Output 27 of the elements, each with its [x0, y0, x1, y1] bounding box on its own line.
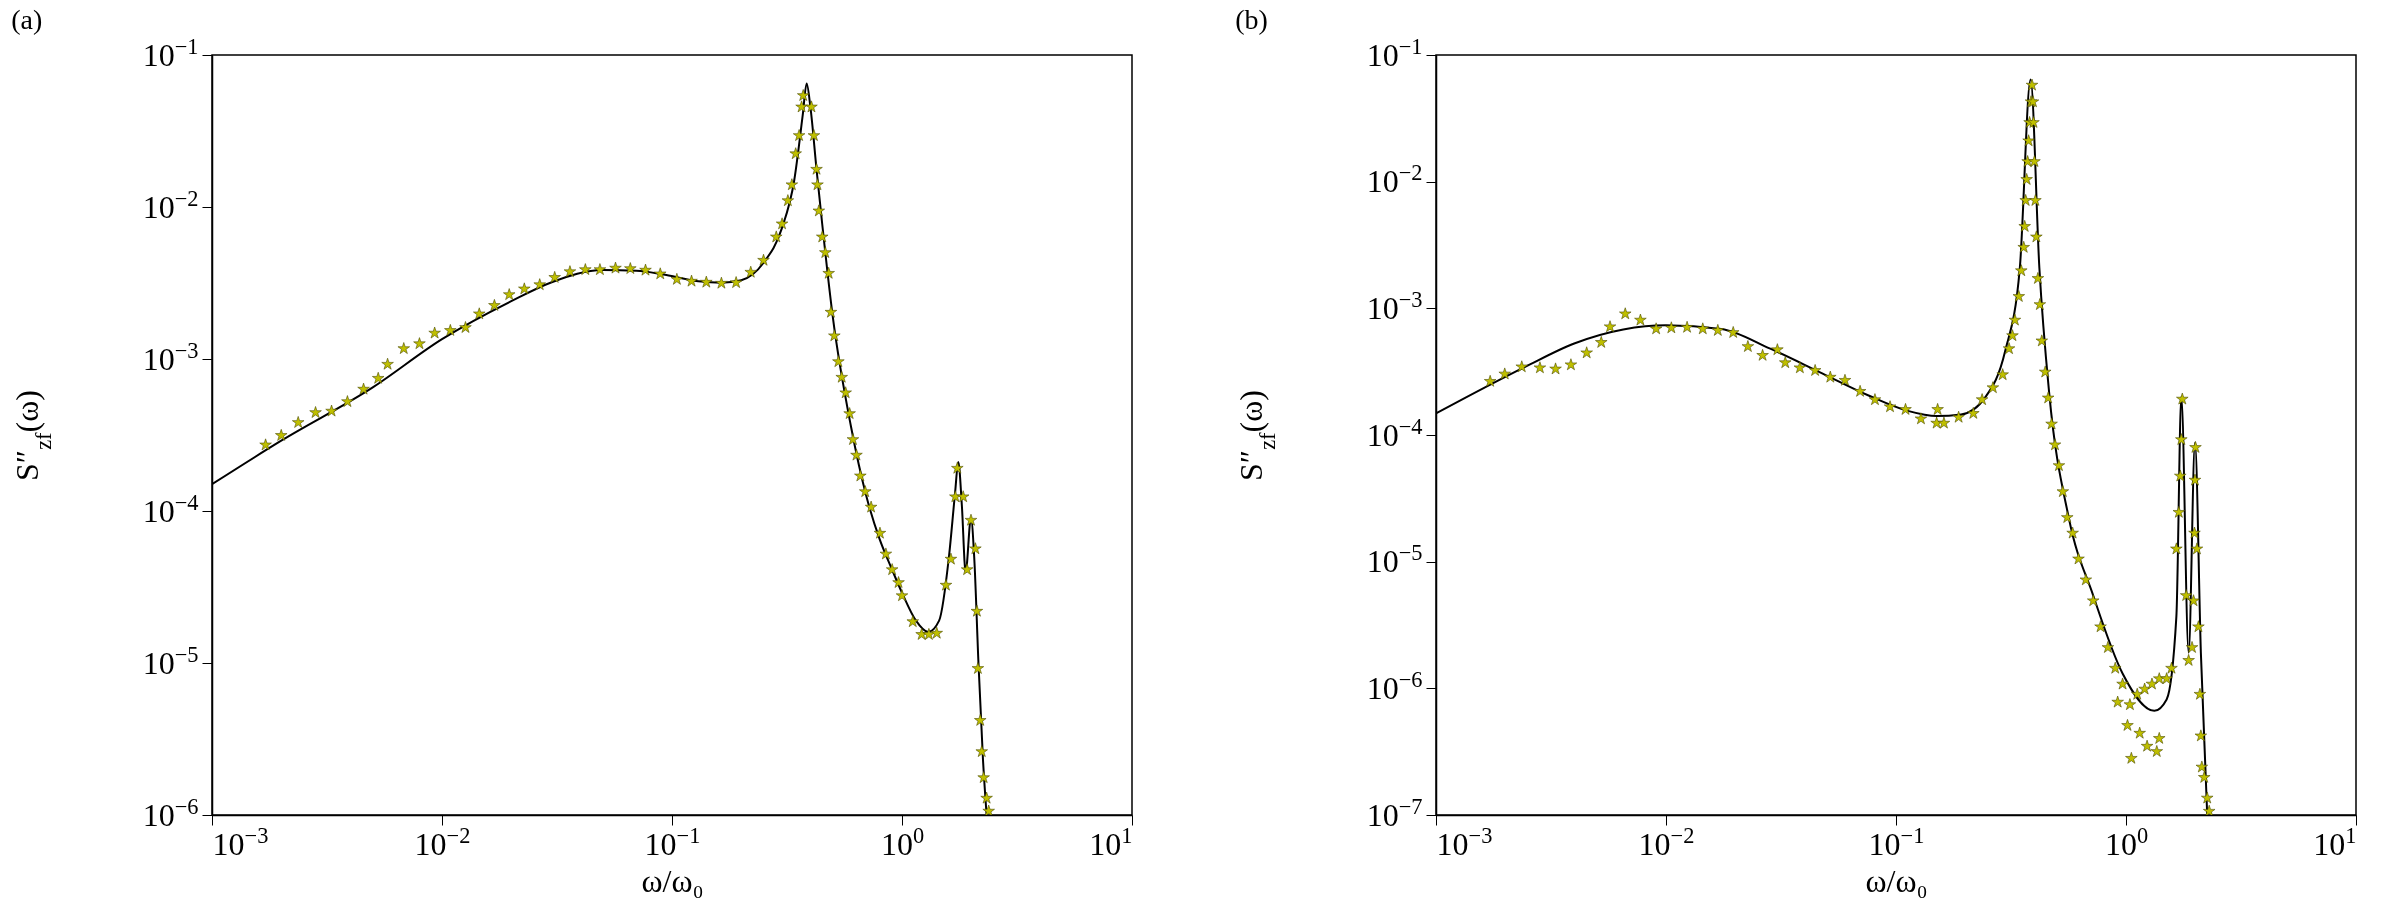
- y-tick-label: 10$^{−6}$: [142, 793, 199, 833]
- x-tick-label: 10$^{−2}$: [1638, 822, 1695, 862]
- y-tick-label: 10$^{−1}$: [142, 33, 199, 73]
- y-tick-label: 10$^{−1}$: [1366, 33, 1423, 73]
- y-tick-label: 10$^{−5}$: [1366, 539, 1423, 580]
- y-tick-label: 10$^{−6}$: [1366, 666, 1423, 706]
- y-tick-label: 10$^{−4}$: [1366, 413, 1423, 453]
- x-tick-label: 10$^{−3}$: [212, 822, 269, 862]
- y-tick-label: 10$^{−7}$: [1366, 793, 1423, 833]
- y-tick-label: 10$^{−3}$: [142, 337, 199, 377]
- x-tick-label: 10$^{−3}$: [1436, 822, 1493, 862]
- chart-title: (a): [11, 4, 43, 35]
- x-tick-label: 10$^{1}$: [1089, 822, 1133, 862]
- y-tick-label: 10$^{−4}$: [142, 489, 199, 529]
- x-tick-label: 10$^{−2}$: [414, 822, 471, 862]
- x-tick-label: 10$^{1}$: [2313, 822, 2357, 862]
- y-tick-label: 10$^{−5}$: [142, 641, 199, 681]
- y-tick-label: 10$^{−2}$: [1366, 159, 1423, 200]
- x-tick-label: 10$^{0}$: [880, 822, 925, 862]
- x-axis-title: ω/ω₀: [1865, 862, 1928, 899]
- x-tick-label: 10$^{0}$: [2104, 822, 2149, 862]
- y-tick-label: 10$^{−3}$: [1366, 286, 1423, 326]
- y-tick-label: 10$^{−2}$: [142, 185, 199, 225]
- x-axis-title: ω/ω₀: [641, 862, 704, 899]
- x-tick-label: 10$^{−1}$: [1868, 822, 1925, 862]
- x-tick-label: 10$^{−1}$: [644, 822, 701, 862]
- chart-title: (b): [1235, 4, 1268, 35]
